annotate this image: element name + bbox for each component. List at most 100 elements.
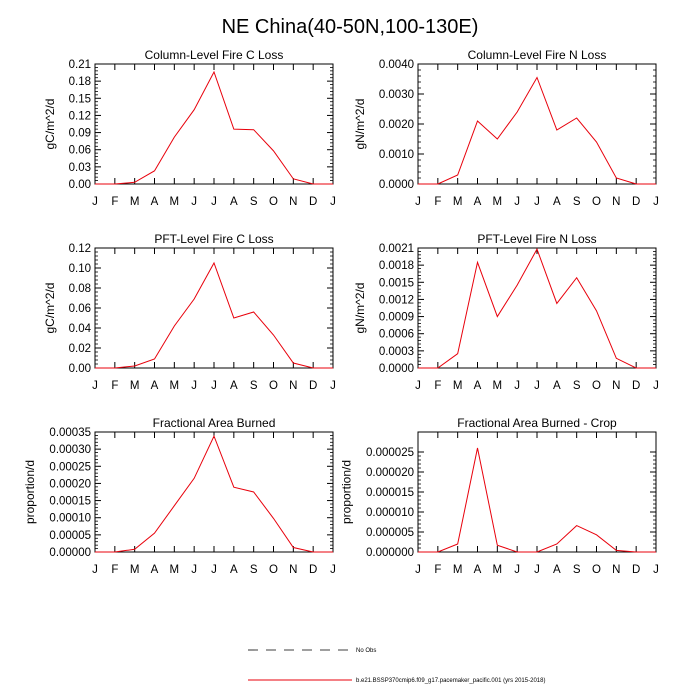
y-tick-label: 0.10 bbox=[69, 263, 91, 275]
x-tick-label: S bbox=[573, 380, 581, 392]
x-tick-label: D bbox=[309, 196, 317, 208]
x-tick-label: J bbox=[534, 196, 540, 208]
panel-title: Column-Level Fire C Loss bbox=[145, 48, 284, 62]
y-tick-label: 0.0030 bbox=[379, 89, 414, 101]
x-tick-label: M bbox=[493, 380, 503, 392]
x-tick-label: A bbox=[474, 564, 482, 576]
x-tick-label: N bbox=[289, 196, 297, 208]
plot-frame bbox=[417, 247, 657, 369]
y-tick-label: 0.00025 bbox=[49, 461, 91, 473]
x-tick-label: O bbox=[269, 564, 278, 576]
y-tick-label: 0.12 bbox=[69, 110, 91, 122]
legend-obs-label: No Obs bbox=[356, 648, 376, 654]
series-line-model bbox=[95, 70, 333, 185]
x-tick-label: S bbox=[250, 564, 258, 576]
x-tick-label: M bbox=[493, 196, 503, 208]
x-tick-label: J bbox=[191, 196, 197, 208]
y-tick-label: 0.0003 bbox=[379, 346, 414, 358]
x-tick-label: J bbox=[534, 564, 540, 576]
x-tick-label: A bbox=[553, 196, 561, 208]
y-axis-label: proportion/d bbox=[339, 460, 353, 524]
plot-frame bbox=[94, 247, 334, 369]
y-tick-label: 0.000015 bbox=[366, 487, 414, 499]
x-tick-label: F bbox=[111, 380, 118, 392]
x-tick-label: A bbox=[474, 196, 482, 208]
panel-title: Column-Level Fire N Loss bbox=[468, 48, 607, 62]
x-tick-label: J bbox=[534, 380, 540, 392]
panel-4: PFT-Level Fire N Loss 0.0000 0.0003 0.0006 0… bbox=[353, 232, 659, 392]
y-axis-label: gC/m^2/d bbox=[43, 283, 57, 334]
x-tick-label: F bbox=[434, 380, 441, 392]
panels: Column-Level Fire C Loss 0.00 0.03 0.06 0.09… bbox=[23, 48, 659, 576]
x-tick-label: M bbox=[493, 564, 503, 576]
x-tick-label: J bbox=[92, 564, 98, 576]
panel-2: Column-Level Fire N Loss 0.0000 0.0010 0.00… bbox=[353, 48, 659, 208]
legend: No Obs b.e21.BSSP370cmip6.f09_g17.pacema… bbox=[248, 648, 545, 684]
x-tick-label: A bbox=[230, 380, 238, 392]
y-tick-label: 0.00030 bbox=[49, 444, 91, 456]
x-tick-label: M bbox=[453, 380, 463, 392]
y-tick-label: 0.08 bbox=[69, 283, 91, 295]
x-tick-label: D bbox=[632, 564, 640, 576]
x-tick-label: D bbox=[632, 196, 640, 208]
y-tick-label: 0.000020 bbox=[366, 467, 414, 479]
y-tick-label: 0.00015 bbox=[49, 496, 91, 508]
y-tick-label: 0.0000 bbox=[379, 363, 414, 375]
x-tick-label: F bbox=[434, 564, 441, 576]
y-tick-label: 0.00010 bbox=[49, 513, 91, 525]
y-tick-label: 0.0006 bbox=[379, 329, 414, 341]
y-tick-label: 0.18 bbox=[69, 76, 91, 88]
series-line-model bbox=[95, 434, 333, 553]
x-tick-label: N bbox=[289, 564, 297, 576]
x-tick-label: J bbox=[211, 196, 217, 208]
panel-title: PFT-Level Fire C Loss bbox=[154, 232, 273, 246]
y-tick-label: 0.0012 bbox=[379, 294, 414, 306]
x-tick-label: J bbox=[330, 564, 336, 576]
y-tick-label: 0.04 bbox=[69, 323, 92, 335]
x-tick-label: M bbox=[130, 564, 140, 576]
x-tick-label: M bbox=[453, 196, 463, 208]
y-axis-label: proportion/d bbox=[23, 460, 37, 524]
y-tick-label: 0.000005 bbox=[366, 527, 414, 539]
x-tick-label: O bbox=[592, 564, 601, 576]
x-tick-label: S bbox=[250, 196, 258, 208]
panel-1: Column-Level Fire C Loss 0.00 0.03 0.06 0.09… bbox=[43, 48, 336, 208]
y-tick-label: 0.03 bbox=[69, 162, 91, 174]
x-tick-label: J bbox=[653, 564, 659, 576]
x-tick-label: J bbox=[191, 380, 197, 392]
x-tick-label: J bbox=[211, 380, 217, 392]
x-tick-label: S bbox=[250, 380, 258, 392]
x-tick-label: J bbox=[514, 196, 520, 208]
x-tick-label: J bbox=[92, 380, 98, 392]
y-tick-label: 0.000010 bbox=[366, 507, 414, 519]
x-tick-label: O bbox=[592, 196, 601, 208]
y-tick-label: 0.000000 bbox=[366, 547, 414, 559]
x-tick-label: O bbox=[592, 380, 601, 392]
x-tick-label: M bbox=[130, 196, 140, 208]
x-tick-label: A bbox=[151, 196, 159, 208]
x-tick-label: O bbox=[269, 196, 278, 208]
x-tick-label: A bbox=[553, 564, 561, 576]
x-tick-label: D bbox=[632, 380, 640, 392]
plot-frame bbox=[94, 431, 334, 553]
y-tick-label: 0.21 bbox=[69, 59, 91, 71]
x-tick-label: J bbox=[92, 196, 98, 208]
x-tick-label: J bbox=[211, 564, 217, 576]
x-tick-label: J bbox=[653, 380, 659, 392]
x-tick-label: F bbox=[434, 196, 441, 208]
y-tick-label: 0.06 bbox=[69, 303, 91, 315]
x-tick-label: J bbox=[514, 564, 520, 576]
panel-3: PFT-Level Fire C Loss 0.00 0.02 0.04 0.06 0.0… bbox=[43, 232, 336, 392]
y-axis-label: gC/m^2/d bbox=[43, 99, 57, 150]
x-tick-label: F bbox=[111, 196, 118, 208]
x-tick-label: O bbox=[269, 380, 278, 392]
x-tick-label: J bbox=[191, 564, 197, 576]
y-tick-label: 0.0021 bbox=[379, 243, 414, 255]
panel-6: Fractional Area Burned - Crop 0.000000 0.0… bbox=[339, 416, 658, 576]
x-tick-label: M bbox=[170, 196, 180, 208]
y-tick-label: 0.0010 bbox=[379, 149, 414, 161]
x-tick-label: J bbox=[415, 380, 421, 392]
x-tick-label: J bbox=[653, 196, 659, 208]
y-tick-label: 0.00020 bbox=[49, 478, 91, 490]
y-tick-label: 0.15 bbox=[69, 93, 91, 105]
